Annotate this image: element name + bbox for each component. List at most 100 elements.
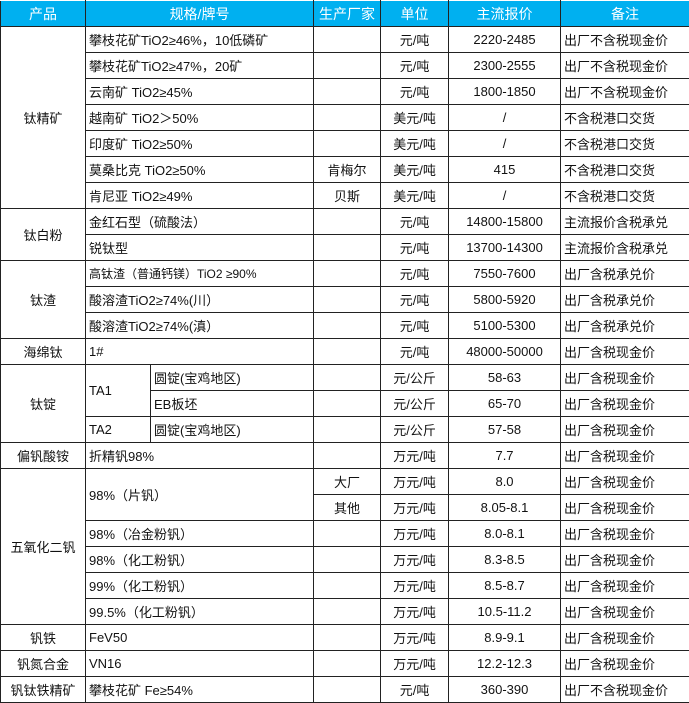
table-row: 钛精矿 攀枝花矿TiO2≥46%，10低磷矿 元/吨 2220-2485 出厂不含税现金…	[0, 26, 689, 209]
remark-cell: 出厂含税现金价	[560, 390, 689, 417]
spec-cell: 越南矿 TiO2＞50%	[84, 104, 315, 131]
unit-cell: 万元/吨	[380, 624, 450, 651]
manufacturer-cell	[313, 572, 382, 599]
unit-cell: 万元/吨	[380, 442, 450, 469]
table-body: 钛精矿 攀枝花矿TiO2≥46%，10低磷矿 元/吨 2220-2485 出厂不含税现金…	[0, 26, 689, 703]
price-cell: 57-58	[448, 416, 562, 443]
product-cell: 海绵钛	[0, 338, 86, 365]
spec-cell: FeV50	[84, 624, 315, 651]
manufacturer-cell: 大厂	[313, 468, 382, 495]
product-cell: 钛白粉	[0, 208, 86, 261]
table-row: 攀枝花矿TiO2≥47%，20矿 元/吨 2300-2555 出厂不含税现金价	[1, 52, 689, 79]
product-cell: 五氧化二钒	[0, 468, 86, 625]
remark-cell: 出厂含税承兑价	[560, 312, 689, 339]
unit-cell: 万元/吨	[380, 546, 450, 573]
table-row: 钒氮合金 VN16 万元/吨 12.2-12.3 出厂含税现金价	[0, 650, 689, 677]
manufacturer-cell	[313, 390, 382, 417]
spec-cell: 攀枝花矿TiO2≥46%，10低磷矿	[84, 26, 315, 53]
price-cell: 8.5-8.7	[448, 572, 562, 599]
price-cell: 14800-15800	[448, 208, 562, 235]
price-cell: 58-63	[448, 364, 562, 391]
manufacturer-cell	[313, 286, 382, 313]
spec-cell: 99%（化工粉钒）	[84, 572, 315, 599]
spec-cell: 酸溶渣TiO2≥74%(川）	[84, 286, 315, 313]
manufacturer-cell	[313, 338, 382, 365]
table-row: 钒铁 FeV50 万元/吨 8.9-9.1 出厂含税现金价	[0, 624, 689, 651]
remark-cell: 出厂含税现金价	[560, 624, 689, 651]
remark-cell: 出厂含税现金价	[560, 468, 689, 495]
price-cell: 65-70	[448, 390, 562, 417]
table-row: 钛白粉 金红石型（硫酸法） 元/吨 14800-15800 主流报价含税承兑	[0, 208, 689, 261]
spec-cell: 98%（片钒）	[84, 468, 315, 521]
manufacturer-cell	[313, 260, 382, 287]
sub-spec-cell: EB板坯	[149, 390, 315, 417]
remark-cell: 出厂含税现金价	[560, 364, 689, 391]
unit-cell: 美元/吨	[380, 104, 450, 131]
unit-cell: 元/吨	[380, 312, 450, 339]
price-cell: 360-390	[448, 676, 562, 703]
manufacturer-cell: 肯梅尔	[313, 156, 382, 183]
price-cell: /	[448, 182, 562, 209]
manufacturer-cell: 其他	[313, 494, 382, 521]
remark-cell: 出厂含税现金价	[560, 494, 689, 521]
table-row: 钛锭 TA1 圆锭(宝鸡地区) 元/公斤 58-63 出厂含税现金价	[0, 364, 689, 443]
remark-cell: 出厂不含税现金价	[560, 676, 689, 703]
manufacturer-cell	[313, 624, 382, 651]
manufacturer-cell	[313, 78, 382, 105]
table-row: 酸溶渣TiO2≥74%(滇） 元/吨 5100-5300 出厂含税承兑价	[1, 312, 689, 339]
table-row: 99.5%（化工粉钒） 万元/吨 10.5-11.2 出厂含税现金价	[1, 598, 689, 625]
unit-cell: 美元/吨	[380, 182, 450, 209]
remark-cell: 出厂含税承兑价	[560, 260, 689, 287]
header-spec: 规格/牌号	[84, 0, 315, 27]
unit-cell: 元/吨	[380, 260, 450, 287]
product-cell: 钒氮合金	[0, 650, 86, 677]
table-row: TA2 圆锭(宝鸡地区) 元/公斤 57-58 出厂含税现金价	[1, 416, 689, 443]
price-cell: 7550-7600	[448, 260, 562, 287]
table-row: 云南矿 TiO2≥45% 元/吨 1800-1850 出厂不含税现金价	[1, 78, 689, 105]
manufacturer-cell	[313, 598, 382, 625]
price-cell: 1800-1850	[448, 78, 562, 105]
unit-cell: 元/公斤	[380, 364, 450, 391]
manufacturer-cell	[313, 442, 382, 469]
price-cell: /	[448, 130, 562, 157]
product-cell: 钛精矿	[0, 26, 86, 209]
header-product: 产品	[0, 0, 86, 27]
spec-cell: 印度矿 TiO2≥50%	[84, 130, 315, 157]
remark-cell: 出厂含税现金价	[560, 546, 689, 573]
spec-cell: 折精钒98%	[84, 442, 315, 469]
table-row: 偏钒酸铵 折精钒98% 万元/吨 7.7 出厂含税现金价	[0, 442, 689, 469]
remark-cell: 出厂含税现金价	[560, 598, 689, 625]
price-cell: 10.5-11.2	[448, 598, 562, 625]
manufacturer-cell	[313, 416, 382, 443]
spec-cell: 98%（冶金粉钒）	[84, 520, 315, 547]
remark-cell: 主流报价含税承兑	[560, 234, 689, 261]
spec-cell: 攀枝花矿 Fe≥54%	[84, 676, 315, 703]
table-row: 钛渣 高钛渣（普通钙镁）TiO2 ≥90% 元/吨 7550-7600 出厂含税承兑价	[0, 260, 689, 339]
spec-cell: VN16	[84, 650, 315, 677]
table-row: 98%（冶金粉钒） 万元/吨 8.0-8.1 出厂含税现金价	[1, 520, 689, 547]
unit-cell: 元/吨	[380, 234, 450, 261]
manufacturer-cell	[313, 520, 382, 547]
remark-cell: 出厂含税现金价	[560, 520, 689, 547]
price-cell: 8.0	[448, 468, 562, 495]
price-cell: 8.05-8.1	[448, 494, 562, 521]
unit-cell: 元/吨	[380, 52, 450, 79]
product-cell: 偏钒酸铵	[0, 442, 86, 469]
header-unit: 单位	[380, 0, 450, 27]
unit-cell: 万元/吨	[380, 468, 450, 495]
spec-cell: 攀枝花矿TiO2≥47%，20矿	[84, 52, 315, 79]
spec-cell: 酸溶渣TiO2≥74%(滇）	[84, 312, 315, 339]
spec-cell: 金红石型（硫酸法）	[84, 208, 315, 235]
spec-cell: TA2	[85, 416, 151, 443]
spec-cell: 云南矿 TiO2≥45%	[84, 78, 315, 105]
spec-cell: 锐钛型	[84, 234, 315, 261]
sub-spec-cell: 圆锭(宝鸡地区)	[149, 416, 315, 443]
remark-cell: 不含税港口交货	[560, 182, 689, 209]
unit-cell: 美元/吨	[380, 130, 450, 157]
remark-cell: 出厂含税现金价	[560, 572, 689, 599]
manufacturer-cell	[313, 104, 382, 131]
table-row: 酸溶渣TiO2≥74%(川） 元/吨 5800-5920 出厂含税承兑价	[1, 286, 689, 313]
unit-cell: 万元/吨	[380, 494, 450, 521]
unit-cell: 元/吨	[380, 286, 450, 313]
sub-spec-cell: 圆锭(宝鸡地区)	[149, 364, 315, 391]
